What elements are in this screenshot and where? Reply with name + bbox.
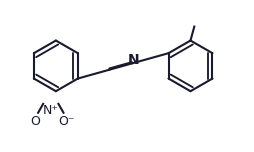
- Text: O⁻: O⁻: [58, 115, 74, 128]
- Text: N: N: [128, 53, 139, 67]
- Text: O: O: [31, 115, 40, 128]
- Text: N⁺: N⁺: [43, 104, 59, 117]
